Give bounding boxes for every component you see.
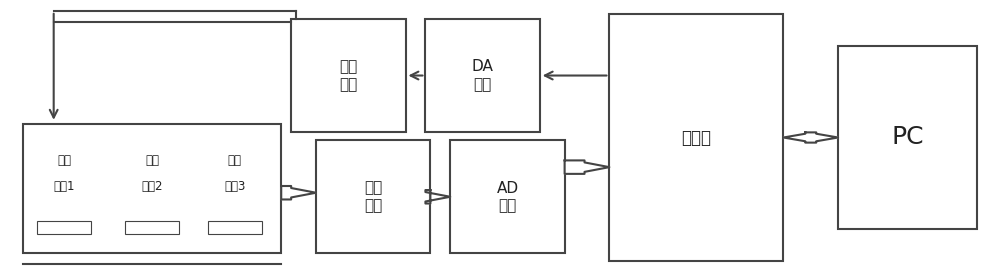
Polygon shape	[565, 160, 609, 174]
Bar	[838, 46, 977, 229]
Bar	[208, 221, 262, 234]
Polygon shape	[783, 132, 838, 143]
Text: 单片机: 单片机	[681, 128, 711, 147]
Text: 电杗3: 电杗3	[224, 180, 245, 192]
Bar	[37, 221, 91, 234]
Text: AD
转换: AD 转换	[496, 181, 519, 213]
Bar	[425, 19, 540, 132]
Text: 电杗2: 电杗2	[141, 180, 163, 192]
Text: 激励: 激励	[57, 154, 71, 167]
Polygon shape	[281, 186, 316, 199]
Bar	[125, 221, 179, 234]
Text: 接收: 接收	[228, 154, 242, 167]
Text: 接收: 接收	[145, 154, 159, 167]
Bar	[609, 13, 783, 262]
Bar	[23, 124, 281, 253]
Text: DA
转换: DA 转换	[472, 59, 494, 92]
Polygon shape	[425, 190, 450, 204]
Text: 功率
放大: 功率 放大	[339, 59, 357, 92]
Bar	[450, 140, 565, 253]
Text: 电杗1: 电杗1	[53, 180, 75, 192]
Text: 信号
调理: 信号 调理	[364, 181, 382, 213]
Text: PC: PC	[891, 125, 924, 150]
Bar	[316, 140, 430, 253]
Bar	[291, 19, 406, 132]
